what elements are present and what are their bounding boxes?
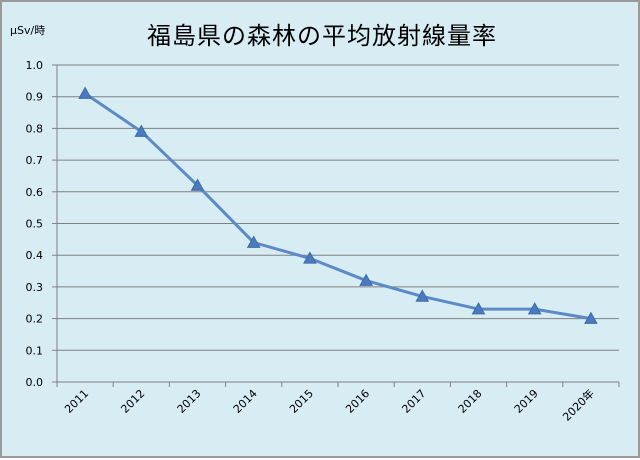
y-tick-label: 0.9 <box>26 91 44 104</box>
x-tick-label: 2017 <box>399 387 428 416</box>
x-tick-label: 2015 <box>287 387 316 416</box>
y-tick-label: 1.0 <box>26 59 44 72</box>
y-tick-label: 0.2 <box>26 313 44 326</box>
chart-title: 福島県の森林の平均放射線量率 <box>147 22 497 50</box>
data-point-marker <box>359 273 373 286</box>
y-tick-label: 0.7 <box>26 154 44 167</box>
y-tick-label: 0.0 <box>26 376 44 389</box>
x-tick-label: 2011 <box>62 387 91 416</box>
y-tick-label: 0.8 <box>26 122 44 135</box>
y-tick-label: 0.6 <box>26 186 44 199</box>
series-line <box>84 92 592 321</box>
y-tick-label: 0.4 <box>26 249 44 262</box>
y-tick-label: 0.5 <box>26 218 44 231</box>
y-tick-label: 0.1 <box>26 344 44 357</box>
x-tick-label: 2020年 <box>560 386 597 423</box>
y-tick-label: 0.3 <box>26 281 44 294</box>
x-tick-label: 2018 <box>456 387 485 416</box>
data-point-marker <box>78 86 92 99</box>
x-tick-label: 2016 <box>343 387 372 416</box>
x-tick-label: 2013 <box>175 387 204 416</box>
x-tick-label: 2014 <box>231 387 260 416</box>
y-axis-unit-label: μSv/時 <box>10 24 46 37</box>
data-point-marker <box>584 311 598 324</box>
x-tick-label: 2012 <box>118 387 147 416</box>
data-point-marker <box>527 302 542 315</box>
data-point-marker <box>190 178 205 191</box>
data-point-marker <box>303 251 317 264</box>
x-tick-label: 2019 <box>512 387 541 416</box>
data-point-marker <box>246 235 261 248</box>
data-point-marker <box>134 124 149 137</box>
data-point-marker <box>471 302 486 315</box>
data-point-marker <box>415 289 430 302</box>
